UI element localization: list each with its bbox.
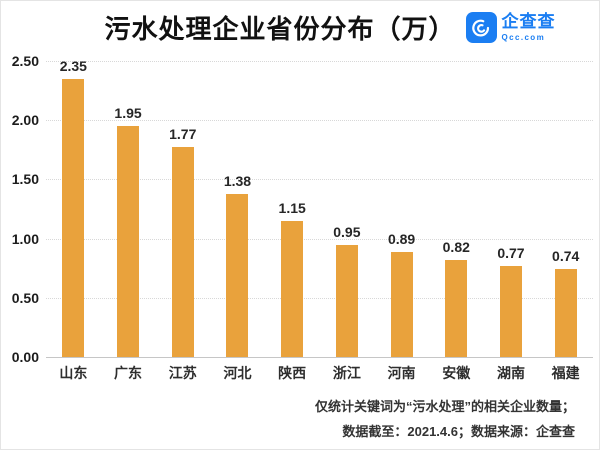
gridline — [46, 61, 593, 62]
x-axis-category-label: 山东 — [59, 365, 88, 381]
x-axis-category-label: 安徽 — [442, 365, 471, 381]
x-axis-category-label: 陕西 — [278, 365, 307, 381]
header: 污水处理企业省份分布（万） 企查查 Qcc.com — [31, 9, 599, 46]
gridline — [46, 297, 593, 299]
qcc-logo-text: 企查查 Qcc.com — [502, 13, 556, 42]
qcc-swirl-icon — [465, 12, 497, 43]
bar-column: 1.95 — [101, 61, 156, 357]
y-axis-tick-label: 0.00 — [11, 349, 39, 365]
bar-column: 2.35 — [46, 57, 101, 357]
bar-column: 1.38 — [210, 61, 265, 357]
x-axis-category-label: 广东 — [114, 365, 143, 381]
gridline — [46, 238, 593, 240]
x-axis-category-label: 福建 — [551, 365, 580, 381]
bar — [445, 259, 468, 357]
y-axis-tick-label: 0.50 — [11, 289, 39, 306]
x-axis-category-label: 湖南 — [496, 365, 525, 381]
bar — [390, 251, 413, 357]
bar — [226, 193, 249, 357]
bar-value-label: 0.82 — [442, 238, 470, 255]
qcc-logo: 企查查 Qcc.com — [465, 12, 556, 43]
bar — [335, 244, 358, 357]
bar-column: 1.77 — [155, 61, 210, 357]
gridline — [46, 120, 593, 122]
bar-column: 0.95 — [320, 61, 375, 357]
y-axis-tick-label: 1.00 — [11, 230, 39, 247]
x-axis-category-label: 河北 — [223, 365, 252, 381]
bar — [62, 78, 85, 357]
qcc-domain-text: Qcc.com — [501, 33, 546, 42]
bar-value-label: 0.74 — [552, 248, 580, 265]
bar — [499, 265, 522, 357]
bar-column: 1.15 — [265, 61, 320, 357]
bar — [171, 147, 194, 357]
bar-column: 0.74 — [538, 61, 593, 357]
bar-value-label: 1.77 — [169, 126, 197, 143]
bar-value-label: 1.38 — [223, 172, 252, 189]
bar-value-label: 1.15 — [278, 199, 306, 216]
bar — [117, 126, 140, 357]
chart-title: 污水处理企业省份分布（万） — [104, 14, 456, 44]
bars-row: 2.35 1.95 1.77 1.38 1.15 0.95 0.89 0.82 0.77 0.74 — [46, 57, 593, 357]
bar — [281, 220, 304, 357]
y-axis-tick-label: 2.00 — [11, 112, 39, 129]
bar — [554, 269, 577, 357]
x-axis-category-label: 浙江 — [332, 365, 361, 381]
bar-value-label: 1.95 — [114, 105, 142, 122]
qcc-brand-text: 企查查 — [501, 12, 556, 31]
bar-value-label: 0.77 — [497, 244, 525, 261]
footer-note-line2: 数据截至：2021.4.6；数据来源：企查查 — [342, 424, 575, 439]
y-axis-tick-label: 2.50 — [11, 53, 39, 69]
bar-column: 0.77 — [484, 61, 539, 357]
gridline — [46, 179, 593, 181]
y-axis: 2.50 2.00 1.50 1.00 0.50 0.00 — [1, 54, 39, 364]
plot-area: 2.35 1.95 1.77 1.38 1.15 0.95 0.89 0.82 0.77 0.74 — [46, 57, 593, 358]
x-axis-category-label: 江苏 — [168, 365, 197, 381]
bar-value-label: 0.89 — [387, 230, 416, 247]
bar-value-label: 0.95 — [333, 223, 361, 240]
x-axis: 山东 广东 江苏 河北 陕西 浙江 河南 安徽 湖南 福建 — [46, 363, 593, 383]
bar-column: 0.89 — [374, 61, 429, 357]
bar-value-label: 2.35 — [59, 57, 87, 74]
y-axis-tick-label: 1.50 — [11, 171, 39, 188]
footer-note: 仅统计关键词为“污水处理”的相关企业数量； 数据截至：2021.4.6；数据来源… — [315, 394, 575, 444]
bar-column: 0.82 — [429, 61, 484, 357]
x-axis-category-label: 河南 — [387, 365, 416, 381]
footer-note-line1: 仅统计关键词为“污水处理”的相关企业数量； — [314, 399, 575, 414]
